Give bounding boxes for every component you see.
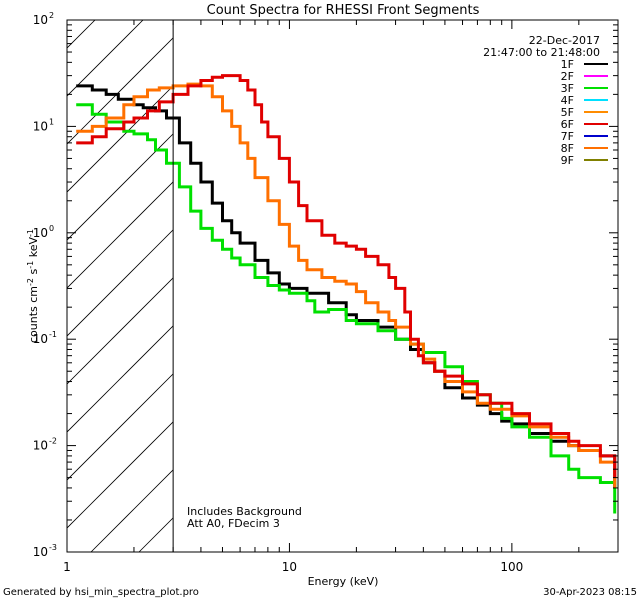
x-tick-label: 100 [500,560,523,574]
date-label: 22-Dec-2017 [529,34,600,47]
footer-generated-by: Generated by hsi_min_spectra_plot.pro [3,587,199,598]
series-6F [76,74,617,478]
hatch-line [67,20,192,145]
footer-timestamp: 30-Apr-2023 08:15 [543,587,637,598]
legend-label-1F: 1F [561,58,574,71]
legend-label-3F: 3F [561,82,574,95]
y-tick-label: 10 [33,13,48,27]
y-tick-exponent: 1 [49,117,54,126]
legend-label-5F: 5F [561,106,574,119]
legend-label-4F: 4F [561,94,574,107]
y-tick-exponent: 2 [49,11,54,20]
y-tick-label: 10 [33,226,48,240]
y-tick-label: 10 [33,332,48,346]
y-axis-label: counts cm-2 s-1 keV-1 [26,229,40,343]
legend-label-2F: 2F [561,70,574,83]
x-tick-label: 10 [282,560,297,574]
y-tick-label: 10 [33,439,48,453]
legend-label-9F: 9F [561,154,574,167]
chart-title: Count Spectra for RHESSI Front Segments [207,3,480,18]
y-tick-exponent: -2 [49,437,57,446]
y-tick-label: 10 [33,545,48,559]
annotation-attenuator: Att A0, FDecim 3 [187,517,280,530]
legend-label-6F: 6F [561,118,574,131]
plot-frame [66,19,619,553]
y-tick-label: 10 [33,119,48,133]
y-tick-exponent: -3 [49,543,57,552]
y-tick-exponent: -1 [49,330,57,339]
legend-label-7F: 7F [561,130,574,143]
time-range-label: 21:47:00 to 21:48:00 [483,46,600,59]
series-3F [76,103,617,514]
x-axis-label: Energy (keV) [308,575,379,588]
x-tick-label: 1 [63,560,71,574]
annotation-background: Includes Background [187,505,302,518]
legend-label-8F: 8F [561,142,574,155]
y-tick-exponent: 0 [49,224,54,233]
